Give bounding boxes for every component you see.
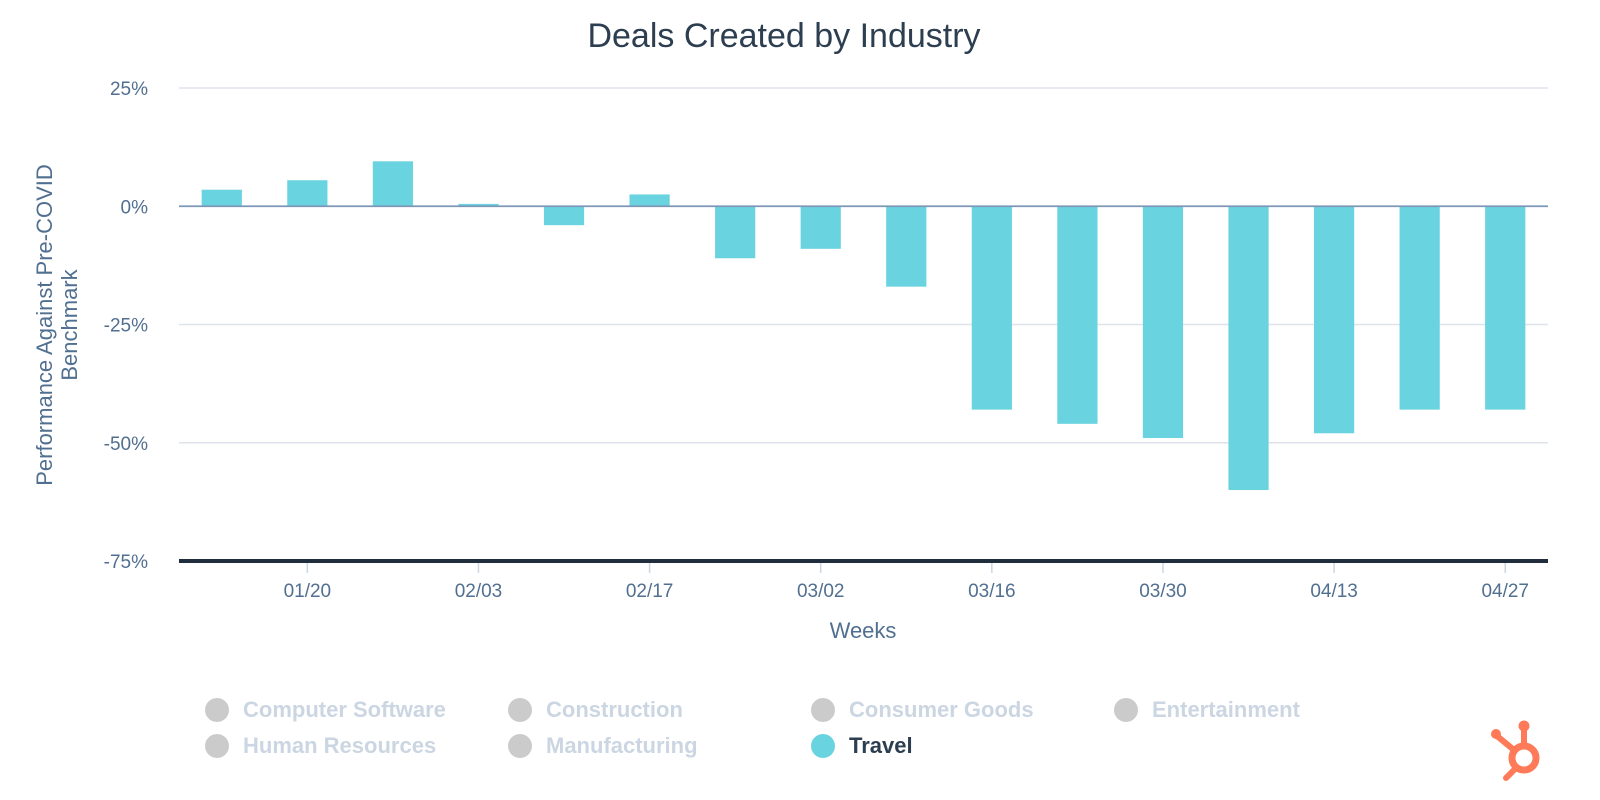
- legend-label: Human Resources: [243, 733, 437, 758]
- x-axis-label: Weeks: [830, 618, 897, 643]
- bar[interactable]: [458, 203, 499, 207]
- x-tick-label: 02/03: [455, 581, 503, 602]
- y-axis-label-line-2: Benchmark: [57, 268, 82, 380]
- legend-item[interactable]: Construction: [508, 697, 811, 723]
- hubspot-sprocket-icon: [1491, 720, 1540, 781]
- legend-dot-icon: [205, 698, 229, 722]
- legend-item[interactable]: Entertainment: [1114, 697, 1417, 723]
- bar[interactable]: [1399, 206, 1440, 410]
- x-tick-label: 03/02: [797, 581, 845, 602]
- legend-label: Computer Software: [243, 697, 446, 722]
- x-tick-label: 02/17: [626, 581, 674, 602]
- bars: [201, 161, 1526, 491]
- bar[interactable]: [1142, 206, 1184, 439]
- bar[interactable]: [372, 161, 414, 207]
- legend-label: Consumer Goods: [849, 697, 1034, 722]
- legend-dot-icon: [811, 698, 835, 722]
- y-tick-label: 25%: [110, 79, 148, 100]
- legend-item[interactable]: Human Resources: [205, 733, 508, 759]
- x-tick-label: 04/27: [1481, 581, 1529, 602]
- y-axis-label: Performance Against Pre-COVID Benchmark: [32, 164, 82, 486]
- bar[interactable]: [1057, 206, 1098, 424]
- bar[interactable]: [201, 189, 242, 207]
- x-tick-label: 03/16: [968, 581, 1016, 602]
- x-tick-label: 03/30: [1139, 581, 1187, 602]
- axis-lines: [179, 205, 1548, 563]
- legend-dot-icon: [508, 734, 532, 758]
- legend-dot-icon: [1114, 698, 1138, 722]
- legend-label: Manufacturing: [546, 733, 698, 758]
- legend-item[interactable]: Manufacturing: [508, 733, 811, 759]
- y-axis-ticks: 25% 0% -25% -50% -75%: [104, 79, 148, 573]
- x-tick-label: 01/20: [284, 581, 332, 602]
- bar[interactable]: [886, 206, 927, 287]
- bar[interactable]: [543, 206, 585, 226]
- y-tick-label: -25%: [104, 316, 148, 337]
- legend-dot-icon: [811, 734, 835, 758]
- legend-dot-icon: [508, 698, 532, 722]
- y-tick-label: 0%: [121, 197, 149, 218]
- legend-item[interactable]: Travel: [811, 733, 1114, 759]
- legend-item[interactable]: Consumer Goods: [811, 697, 1114, 723]
- legend-label: Travel: [849, 733, 913, 758]
- bar[interactable]: [287, 180, 328, 207]
- legend-item[interactable]: Computer Software: [205, 697, 508, 723]
- bar[interactable]: [971, 206, 1012, 410]
- y-axis-label-line-1: Performance Against Pre-COVID: [32, 164, 57, 486]
- x-axis-ticks: 01/20 02/03 02/17 03/02 03/16 03/30 04/13 04/27: [284, 563, 1529, 602]
- legend: Computer Software Construction Consumer Go…: [205, 697, 1445, 759]
- chart-title: Deals Created by Industry: [587, 17, 980, 55]
- legend-dot-icon: [205, 734, 229, 758]
- bar[interactable]: [629, 194, 670, 207]
- y-tick-label: -75%: [104, 552, 148, 573]
- bar[interactable]: [715, 206, 756, 259]
- bar[interactable]: [1313, 206, 1355, 434]
- legend-label: Entertainment: [1152, 697, 1300, 722]
- bar[interactable]: [1485, 206, 1526, 410]
- x-tick-label: 04/13: [1310, 581, 1358, 602]
- y-tick-label: -50%: [104, 434, 148, 455]
- bar[interactable]: [800, 206, 841, 249]
- bar[interactable]: [1228, 206, 1269, 491]
- legend-label: Construction: [546, 697, 683, 722]
